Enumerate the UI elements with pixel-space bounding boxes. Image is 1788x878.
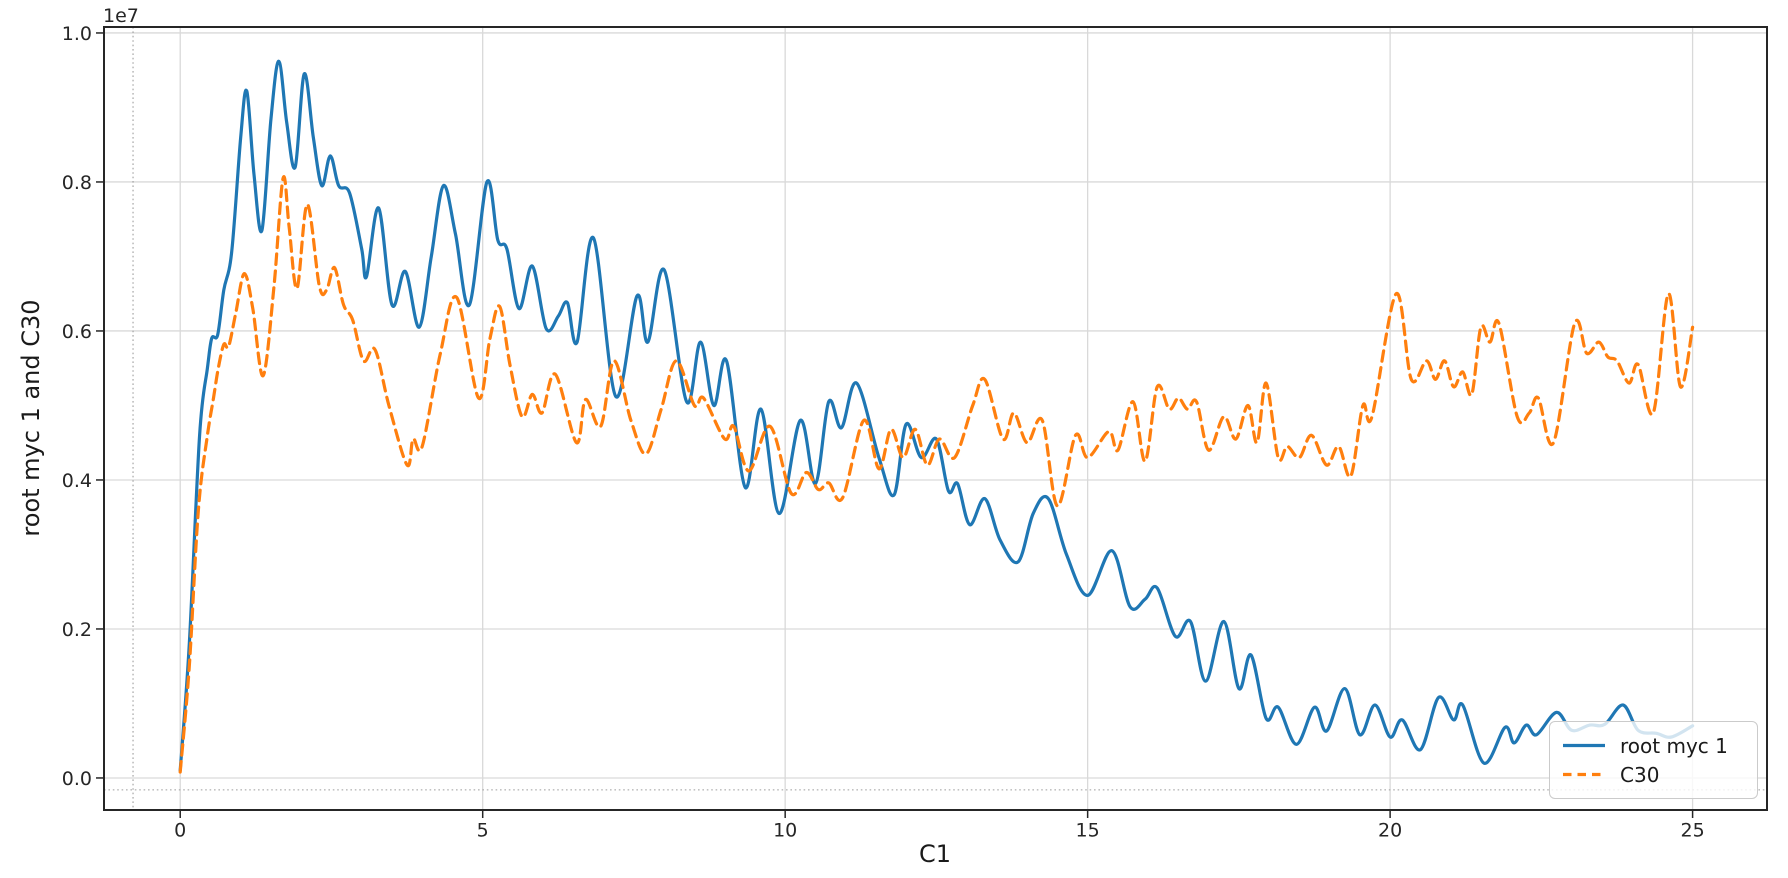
y-axis-label: root myc 1 and C30 [17, 299, 45, 537]
y-tick-label: 0.6 [62, 321, 92, 343]
y-tick-label: 1.0 [62, 23, 92, 45]
legend-item-c30: C30 [1561, 765, 1747, 785]
x-tick-label: 15 [1076, 820, 1100, 842]
axes-frame [103, 26, 1768, 811]
legend-label-c30: C30 [1620, 762, 1660, 787]
series-line-root-myc-1 [178, 59, 1695, 773]
x-tick-label: 20 [1378, 820, 1402, 842]
series-line-c30 [178, 175, 1695, 774]
y-tick-label: 0.2 [62, 619, 92, 641]
y-tick-label: 0.4 [62, 470, 92, 492]
x-axis-label: C1 [918, 840, 952, 868]
legend: root myc 1 C30 [1549, 721, 1758, 799]
legend-item-root-myc-1: root myc 1 [1561, 736, 1747, 756]
y-tick-label: 0.8 [62, 172, 92, 194]
legend-solid-line-icon [1563, 743, 1605, 748]
x-tick-label: 5 [477, 820, 489, 842]
x-tick-label: 25 [1680, 820, 1704, 842]
legend-label-root-myc-1: root myc 1 [1620, 733, 1728, 758]
legend-dashed-line-icon [1563, 772, 1605, 777]
y-axis-offset-text: 1e7 [103, 5, 139, 27]
x-tick-label: 0 [174, 820, 186, 842]
x-tick-label: 10 [773, 820, 797, 842]
y-tick-label: 0.0 [62, 768, 92, 790]
